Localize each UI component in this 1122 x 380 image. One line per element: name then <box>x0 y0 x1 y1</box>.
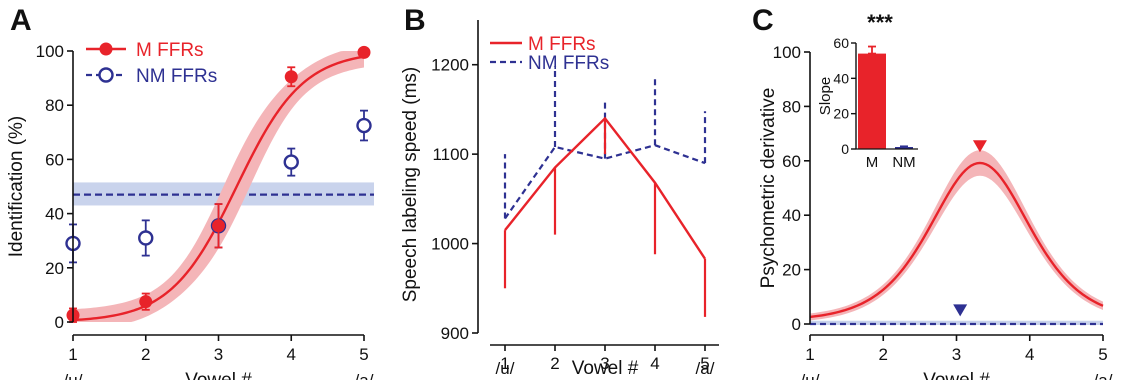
x-tick-label: 3 <box>214 345 223 364</box>
y-axis-title: Speech labeling speed (ms) <box>400 67 421 303</box>
inset-y-tick-label: 0 <box>841 141 849 157</box>
y-tick-label: 80 <box>45 96 64 115</box>
m-data-point <box>284 70 298 84</box>
y-tick-label: 900 <box>441 324 469 343</box>
nm-data-point <box>138 230 154 246</box>
inset-category-label: M <box>866 154 879 171</box>
legend-nm-label: NM FFRs <box>528 53 609 74</box>
x-tick-label: 5 <box>700 354 709 373</box>
x-axis-title: Vowel # <box>572 358 639 379</box>
panel-label: C <box>752 4 774 37</box>
legend-nm-marker <box>98 67 114 83</box>
significance-stars: *** <box>867 10 893 35</box>
y-tick-label: 40 <box>45 205 64 224</box>
nm-data-point <box>356 117 372 134</box>
legend-m-label: M FFRs <box>528 34 596 55</box>
x-tick-label: 3 <box>952 345 961 364</box>
y-axis-title: Psychometric derivative <box>758 88 779 289</box>
x-endpoint-label-end: /a/ <box>1094 371 1113 380</box>
inset-y-tick-label: 60 <box>833 35 849 51</box>
inset-category-label: NM <box>892 154 915 171</box>
x-tick-label: 3 <box>600 354 609 373</box>
x-tick-label: 2 <box>550 354 559 373</box>
m-data-point <box>212 219 225 233</box>
nm-peak-marker <box>953 304 968 317</box>
x-tick-label: 2 <box>141 345 150 364</box>
x-axis-title: Vowel # <box>923 370 990 380</box>
x-tick-label: 1 <box>68 345 77 364</box>
y-tick-label: 1200 <box>431 56 469 75</box>
x-tick-label: 4 <box>650 354 659 373</box>
nm-data-point <box>283 154 299 170</box>
inset-y-axis-title: Slope <box>817 77 834 115</box>
y-tick-label: 1100 <box>432 145 469 164</box>
y-tick-label: 60 <box>782 152 801 171</box>
x-endpoint-label-start: /u/ <box>801 371 820 380</box>
y-tick-label: 80 <box>782 97 801 116</box>
x-axis-title: Vowel # <box>185 370 252 380</box>
y-tick-label: 100 <box>773 43 801 62</box>
y-tick-label: 60 <box>45 150 64 169</box>
x-endpoint-label-end: /a/ <box>355 371 374 380</box>
x-tick-label: 4 <box>1025 345 1034 364</box>
inset-y-tick-label: 20 <box>833 106 849 122</box>
x-endpoint-label-start: /u/ <box>496 359 515 378</box>
x-tick-label: 5 <box>1098 345 1107 364</box>
y-tick-label: 0 <box>792 315 801 334</box>
x-tick-label: 2 <box>879 345 888 364</box>
panel-label: B <box>404 4 426 37</box>
inset-y-tick-label: 40 <box>833 70 849 86</box>
y-tick-label: 100 <box>36 42 64 61</box>
nm-derivative-band <box>810 320 1103 325</box>
m-derivative-curve <box>809 161 1104 319</box>
panel-label: A <box>10 4 32 37</box>
y-tick-label: 0 <box>55 313 64 332</box>
y-tick-label: 1000 <box>431 235 469 254</box>
m-derivative-band <box>810 150 1103 321</box>
x-tick-label: 4 <box>287 345 296 364</box>
inset-bar-m <box>858 53 886 149</box>
m-data-point <box>357 45 371 59</box>
y-tick-label: 40 <box>782 206 801 225</box>
x-tick-label: 5 <box>359 345 368 364</box>
y-tick-label: 20 <box>45 259 64 278</box>
x-endpoint-label-start: /u/ <box>64 371 83 380</box>
x-endpoint-label-end: /a/ <box>696 359 715 378</box>
x-tick-label: 1 <box>805 345 814 364</box>
legend-m-label: M FFRs <box>136 40 204 61</box>
legend-m-marker <box>99 42 113 56</box>
y-tick-label: 20 <box>782 261 801 280</box>
legend-nm-label: NM FFRs <box>136 66 217 87</box>
y-axis-title: Identification (%) <box>6 116 27 258</box>
m-peak-marker <box>972 140 987 153</box>
x-tick-label: 1 <box>500 354 509 373</box>
m-data-point <box>139 295 153 309</box>
